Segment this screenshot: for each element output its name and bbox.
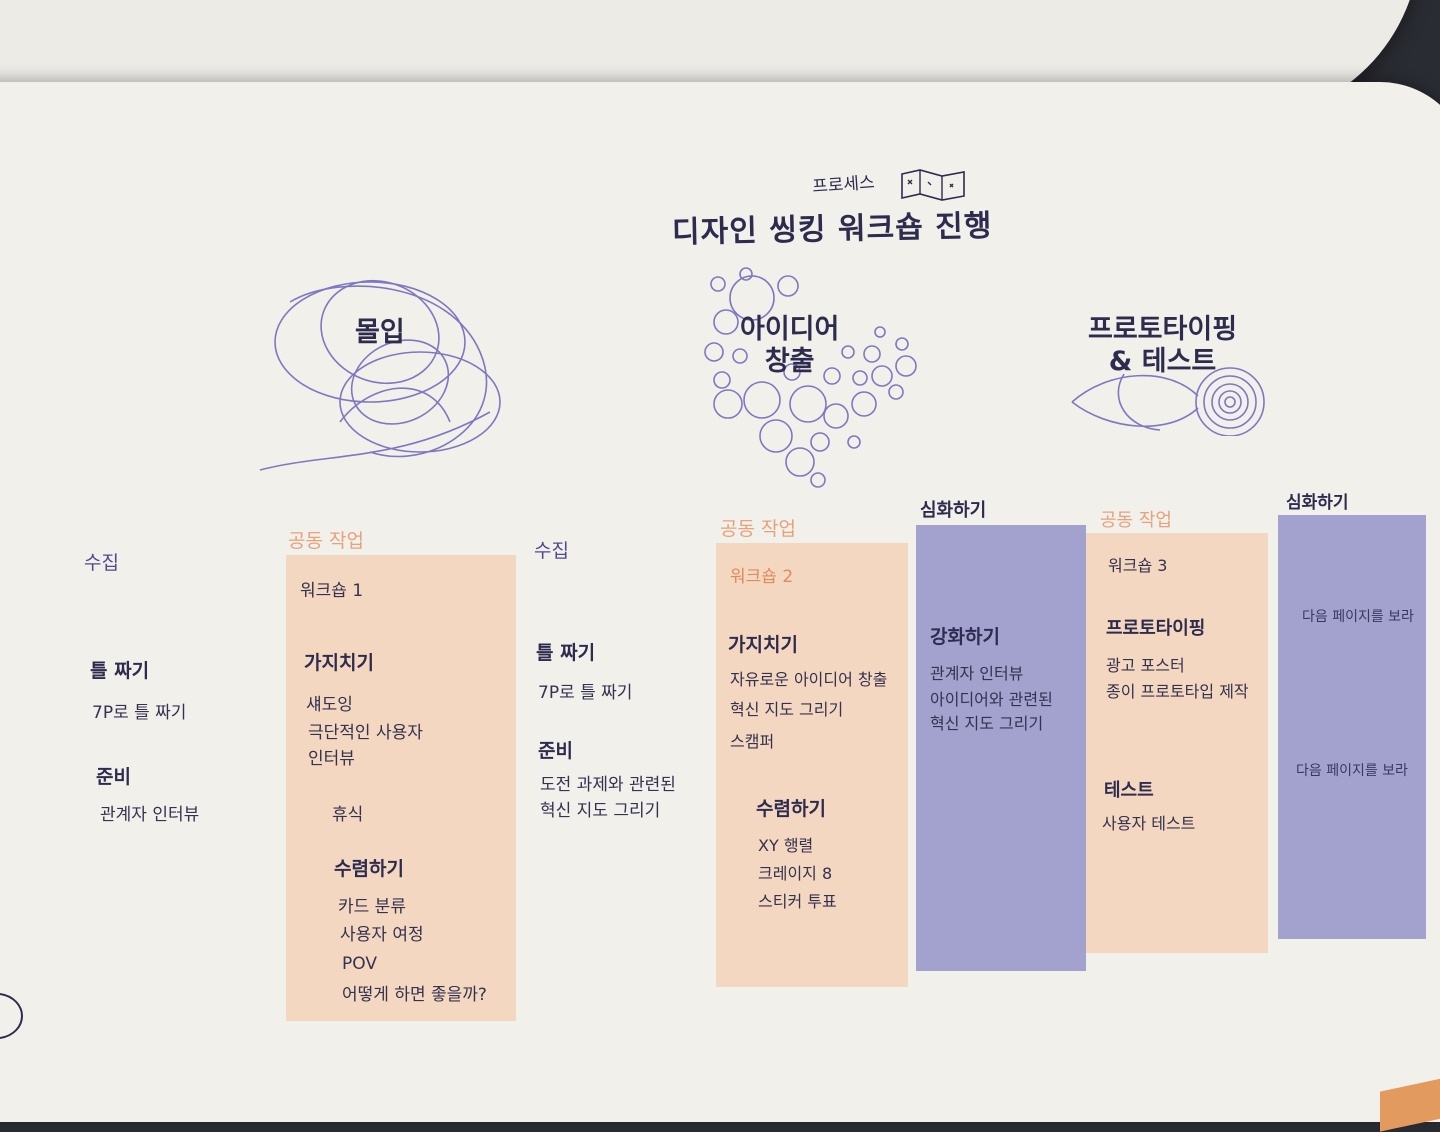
col6-proto-heading: 프로토타이핑	[1106, 618, 1206, 639]
col6-label: 공동 작업	[1100, 510, 1172, 531]
deepen-box-1	[916, 525, 1086, 971]
col4-converge-item-3: 스티커 투표	[758, 892, 837, 911]
col2-converge-item-4: 어떻게 하면 좋을까?	[342, 985, 487, 1005]
col7-note-2: 다음 페이지를 보라	[1296, 763, 1408, 779]
col2-converge-item-3: POV	[342, 954, 377, 974]
col5-item-1: 관계자 인터뷰	[930, 664, 1024, 683]
col6-proto-item-2: 종이 프로토타입 제작	[1106, 682, 1249, 701]
map-icon	[901, 169, 965, 201]
col2-workshop: 워크숍 1	[300, 581, 364, 601]
stage-ideation: 아이디어 창출	[740, 314, 839, 378]
bubbles-graphic	[704, 267, 917, 488]
page-stamp-icon	[0, 993, 24, 1039]
col2-rest: 휴식	[332, 805, 364, 825]
col1-frame-item: 7P로 틀 짜기	[92, 703, 187, 723]
col6-proto-item-1: 광고 포스터	[1106, 656, 1185, 675]
col2-label: 공동 작업	[288, 530, 364, 552]
col5-label: 심화하기	[920, 500, 987, 521]
col4-converge-item-1: XY 행렬	[758, 836, 814, 855]
col2-converge-item-2: 사용자 여정	[340, 925, 424, 945]
col1-prep-heading: 준비	[96, 766, 131, 788]
page-edge	[1380, 1072, 1440, 1132]
col4-workshop: 워크숍 2	[730, 567, 794, 587]
workshop1-box	[286, 555, 516, 1021]
col4-prune-heading: 가지치기	[728, 634, 798, 656]
col1-collect: 수집	[84, 552, 119, 574]
col7-label: 심화하기	[1286, 493, 1349, 513]
stage-ideation-line1: 아이디어	[740, 314, 840, 345]
stage-prototyping: 프로토타이핑 & 테스트	[1088, 314, 1237, 378]
col7-note-1: 다음 페이지를 보라	[1302, 609, 1414, 625]
col4-converge-item-2: 크레이지 8	[758, 864, 833, 883]
col3-frame-heading: 틀 짜기	[536, 642, 596, 664]
col6-test-item: 사용자 테스트	[1102, 814, 1196, 833]
col2-converge-heading: 수렴하기	[334, 858, 404, 880]
col2-prune-heading: 가지치기	[304, 652, 374, 674]
col3-collect: 수집	[534, 540, 569, 562]
col6-workshop: 워크숍 3	[1108, 556, 1168, 575]
col3-prep-item-1: 도전 과제와 관련된	[540, 775, 676, 795]
page-title: 디자인 씽킹 워크숍 진행	[671, 208, 993, 251]
stage-proto-line2: & 테스트	[1108, 346, 1217, 377]
handwritten-label: 프로세스	[811, 172, 876, 198]
scribble-graphic	[259, 279, 501, 471]
col4-label: 공동 작업	[720, 518, 796, 540]
col4-converge-heading: 수렴하기	[756, 798, 826, 820]
col6-test-heading: 테스트	[1104, 780, 1154, 801]
col4-prune-item-2: 혁신 지도 그리기	[730, 700, 844, 719]
deepen-box-2	[1278, 515, 1426, 939]
eye-target-graphic	[1071, 367, 1265, 436]
col1-frame-heading: 틀 짜기	[90, 660, 150, 682]
col5-heading: 강화하기	[930, 626, 1000, 648]
stage-immersion: 몰입	[355, 317, 405, 348]
stage-proto-line1: 프로토타이핑	[1088, 314, 1238, 345]
col4-prune-item-3: 스캠퍼	[730, 732, 775, 751]
col5-item-3: 혁신 지도 그리기	[930, 714, 1044, 733]
col1-prep-item: 관계자 인터뷰	[100, 805, 200, 825]
col4-prune-item-1: 자유로운 아이디어 창출	[730, 670, 888, 689]
col2-prune-item-2: 극단적인 사용자	[308, 723, 423, 743]
col5-item-2: 아이디어와 관련된	[930, 690, 1053, 709]
workshop2-box	[716, 543, 908, 987]
col2-converge-item-1: 카드 분류	[338, 897, 406, 917]
col3-frame-item: 7P로 틀 짜기	[538, 683, 633, 703]
workshop3-box	[1086, 533, 1268, 953]
stage-ideation-line2: 창출	[764, 346, 815, 377]
col2-prune-item-1: 섀도잉	[306, 695, 353, 715]
col3-prep-item-2: 혁신 지도 그리기	[540, 801, 661, 821]
col2-prune-item-3: 인터뷰	[308, 749, 355, 769]
col3-prep-heading: 준비	[538, 740, 573, 762]
